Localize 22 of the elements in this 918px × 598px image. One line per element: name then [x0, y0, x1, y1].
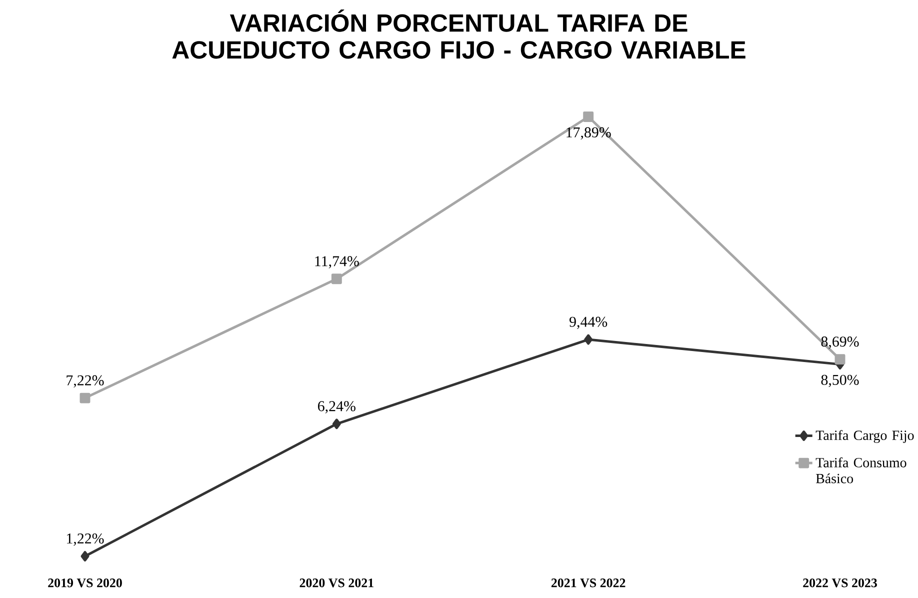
data-label: 9,44% [570, 316, 608, 330]
legend-label: Tarifa Consumo Básico [816, 457, 906, 484]
x-tick-label: 2022 VS 2023 [803, 578, 877, 588]
data-label: 17,89% [566, 127, 611, 140]
chart-title: VARIACIÓN PORCENTUAL TARIFA DE ACUEDUCTO CARGO FIJO - CARGO VARIABLE [172, 10, 746, 59]
x-tick-label: 2019 VS 2020 [48, 578, 122, 588]
data-label: 6,24% [318, 401, 356, 414]
x-tick-label: 2021 VS 2022 [551, 578, 626, 588]
point [80, 550, 90, 562]
point [331, 274, 342, 284]
data-label: 1,22% [67, 533, 104, 546]
point [583, 112, 594, 122]
data-label: 11,74% [315, 256, 359, 268]
legend-label: Tarifa Cargo Fijo [816, 430, 914, 443]
data-label: 7,22% [66, 375, 104, 388]
point [80, 392, 90, 404]
point [332, 418, 341, 430]
data-label: 8,50% [821, 374, 859, 388]
point [584, 334, 593, 345]
data-label: 8,69% [821, 336, 859, 349]
point [834, 354, 846, 365]
x-tick-label: 2020 VS 2021 [300, 578, 374, 588]
